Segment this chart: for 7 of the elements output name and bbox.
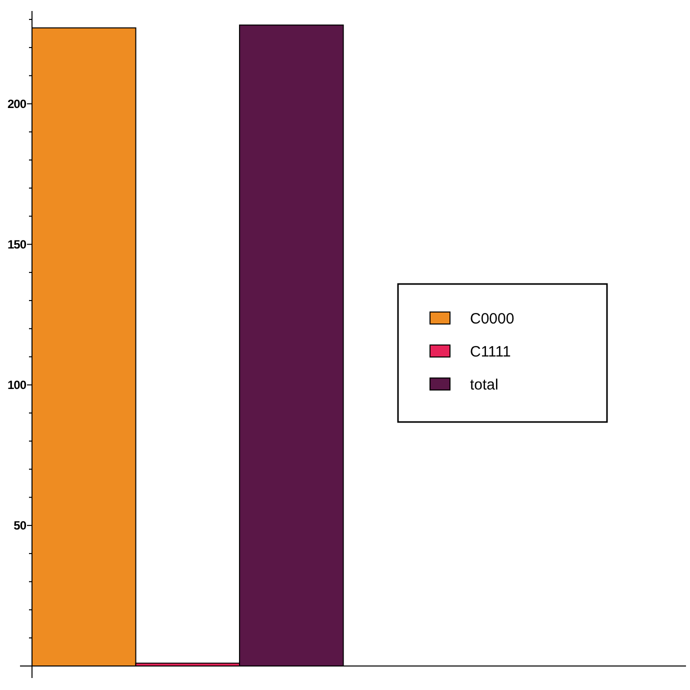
y-tick-label: 150 [7,238,27,252]
y-tick-label: 50 [14,518,27,533]
y-tick-label: 100 [7,378,27,392]
legend-label: total [470,376,498,394]
legend-label: C1111 [470,343,511,360]
legend-label: C0000 [470,310,514,328]
y-tick-label: 200 [7,96,27,111]
